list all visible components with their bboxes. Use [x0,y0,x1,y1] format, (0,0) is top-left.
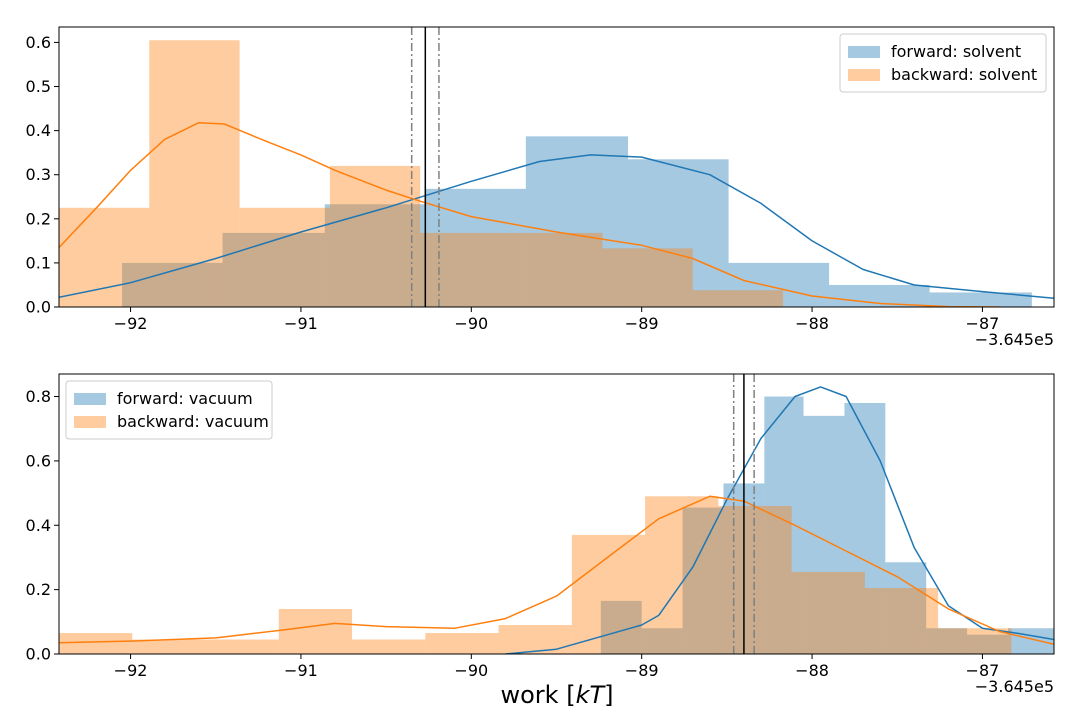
forward-histogram-bar [222,232,325,307]
x-tick-label: −89 [625,661,659,680]
panel-bottom: −92 −91 −90 −89 −88 −87 0.0 0.2 0.4 0.6 0.8 −3.645e… [26,373,1055,696]
y-tick-label: 0.8 [26,387,51,406]
forward-kde-line [59,154,1054,299]
x-tick-label: −87 [966,661,1000,680]
forward-histogram-bar [926,628,968,654]
y-tick-label: 0.1 [26,253,51,272]
plot-area [59,27,1054,307]
y-tick-label: 0.0 [26,645,51,664]
legend: forward: vacuum backward: vacuum [65,380,273,440]
y-tick-label: 0.4 [26,121,51,140]
x-tick-label: −88 [795,661,829,680]
backward-histogram-bar [425,633,499,654]
backward-histogram-bar [352,639,426,654]
legend-label: backward: solvent [891,65,1037,84]
forward-histogram-bar [844,402,886,654]
backward-histogram-bar [278,608,353,654]
legend-label: backward: vacuum [117,412,269,431]
forward-histogram-bar [641,628,683,654]
y-tick-label: 0.6 [26,451,51,470]
forward-histogram-bar [803,415,845,654]
y-tick-label: 0.2 [26,580,51,599]
y-tick-label: 0.5 [26,77,51,96]
backward-histogram-bar [59,633,133,654]
forward-histogram-bar [885,562,927,654]
x-tick-label: −92 [114,661,148,680]
legend-swatch [848,46,880,58]
y-tick-label: 0.3 [26,165,51,184]
x-offset-label: −3.645e5 [975,677,1054,696]
forward-histogram-bar [829,284,930,307]
backward-histogram-bar [938,628,1012,654]
forward-histogram-bar [1007,628,1054,654]
forward-histogram-bar [324,204,426,307]
legend-swatch [848,69,880,81]
x-tick-label: −90 [454,661,488,680]
plot-area [59,374,1054,654]
legend-box [839,33,1047,93]
y-tick-label: 0.0 [26,298,51,317]
y-tick-label: 0.2 [26,209,51,228]
backward-kde-line [59,495,1054,646]
x-tick-label: −91 [284,661,318,680]
backward-histogram-bar [205,639,279,654]
backward-histogram-bar [149,40,240,307]
axes-frame [58,26,1055,308]
backward-histogram-bar [791,571,865,654]
backward-histogram-bar [692,290,784,307]
backward-kde-line [59,121,1000,307]
backward-histogram-bar [571,534,646,654]
forward-histogram-bar [682,507,724,654]
backward-histogram-bar [718,505,792,654]
y-tick-label: 0.6 [26,33,51,52]
backward-histogram-bar [498,625,572,654]
legend-label: forward: solvent [891,42,1021,61]
legend-swatch [74,416,106,428]
legend-box [65,380,273,440]
backward-histogram-bar [602,248,693,307]
forward-histogram-bar [628,159,729,307]
x-axis-label: work [kT] [500,681,613,709]
x-offset-label: −3.645e5 [975,330,1054,349]
backward-histogram-bar [59,207,150,307]
backward-histogram-bar [645,496,719,654]
y-tick-label: 0.4 [26,516,51,535]
x-tick-label: −91 [284,314,318,333]
legend-label: forward: vacuum [117,389,253,408]
forward-histogram-bar [929,292,1032,307]
legend-swatch [74,393,106,405]
backward-histogram-bar [420,232,511,307]
backward-histogram-bar [132,639,206,654]
x-tick-label: −88 [795,314,829,333]
forward-histogram-bar [967,634,1008,654]
panel-top: −92 −91 −90 −89 −88 −87 0.0 0.1 0.2 0.3 0.4 0.5 0.6 −… [26,26,1055,349]
backward-histogram-bar [864,588,939,654]
backward-histogram-bar [329,165,421,307]
axes-frame [58,373,1055,655]
forward-histogram-bar [728,262,830,307]
forward-histogram-bar [764,396,804,654]
x-tick-label: −92 [114,314,148,333]
backward-histogram-bar [239,207,330,307]
backward-histogram-bar [510,232,603,307]
x-tick-label: −87 [966,314,1000,333]
x-tick-label: −90 [454,314,488,333]
legend: forward: solvent backward: solvent [839,33,1047,93]
x-tick-label: −89 [625,314,659,333]
forward-histogram-bar [525,136,629,307]
